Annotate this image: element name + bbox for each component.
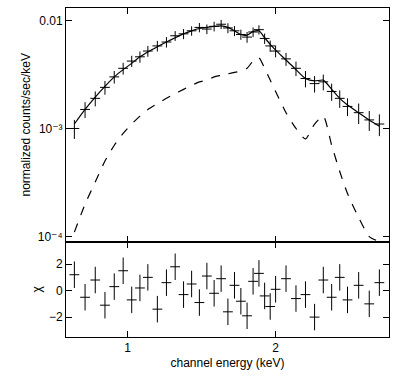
svg-text:channel energy (keV): channel energy (keV): [170, 356, 284, 370]
svg-text:2: 2: [272, 341, 279, 355]
svg-text:10⁻³: 10⁻³: [39, 122, 63, 136]
svg-text:χ: χ: [30, 285, 44, 292]
svg-text:1: 1: [124, 341, 131, 355]
svg-text:0: 0: [56, 284, 63, 298]
svg-text:−2: −2: [49, 310, 63, 324]
svg-text:2: 2: [56, 257, 63, 271]
svg-text:normalized counts/sec/keV: normalized counts/sec/keV: [19, 53, 33, 196]
svg-text:0.01: 0.01: [39, 14, 63, 28]
svg-text:10⁻⁴: 10⁻⁴: [38, 230, 63, 244]
